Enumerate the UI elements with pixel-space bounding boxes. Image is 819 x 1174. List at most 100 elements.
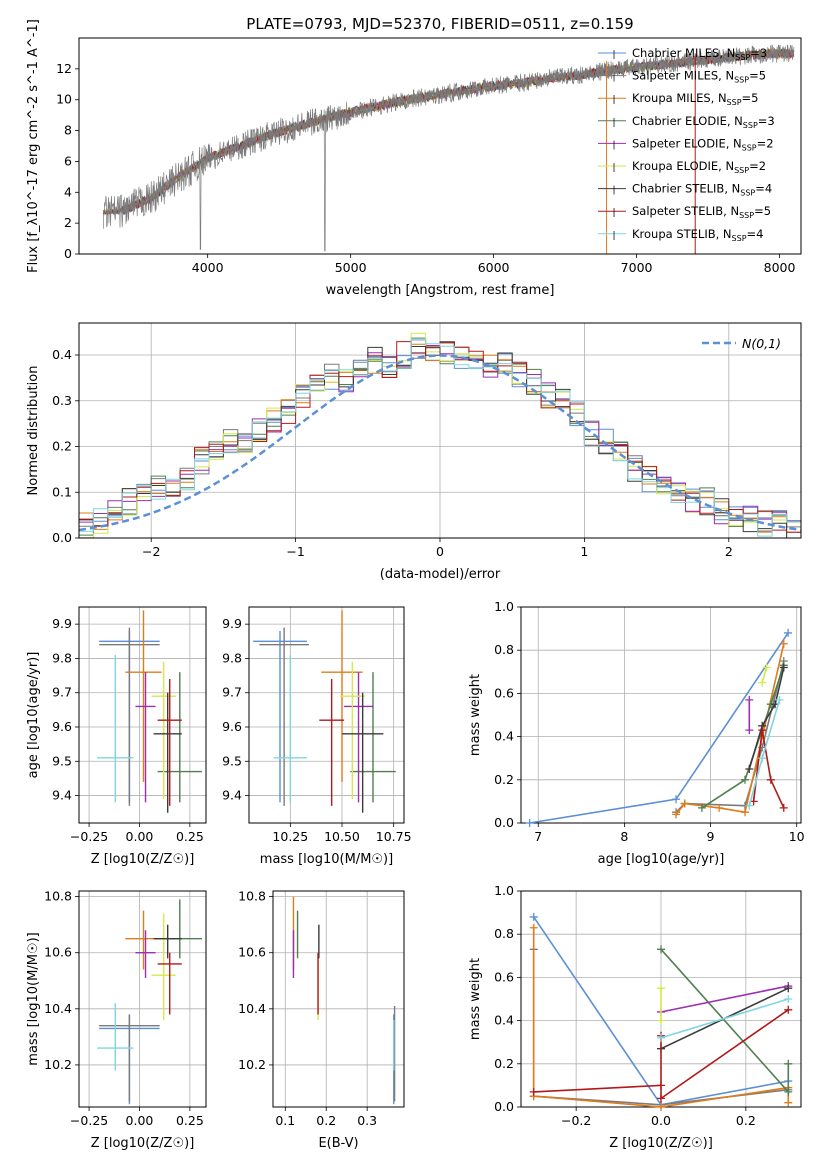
weight_vs_age-series-marker bbox=[745, 726, 754, 735]
weight_vs_age-ytick-label: 0.2 bbox=[494, 772, 514, 787]
age_vs_Z-xtick-label: −0.25 bbox=[70, 829, 108, 844]
weight_vs_age-xlabel: age [log10(age/yr)] bbox=[598, 852, 725, 867]
histogram-plot-area bbox=[79, 332, 801, 538]
weight_vs_Z-series-marker bbox=[657, 1081, 665, 1090]
legend-marker-3: | bbox=[612, 118, 615, 128]
weight_vs_Z-series-marker bbox=[784, 984, 793, 993]
age_vs_Z-ytick-label: 9.9 bbox=[52, 616, 72, 631]
mass_vs_EBV-frame bbox=[272, 890, 405, 1108]
age_vs_Z-ytick-label: 9.8 bbox=[52, 650, 72, 665]
mass_vs_EBV-ytick-label: 10.6 bbox=[238, 945, 266, 960]
legend-label-0: Chabrier MILES, NSSP=3 bbox=[632, 46, 767, 62]
weight_vs_age-series-marker bbox=[758, 754, 767, 763]
weight_vs_Z-xlabel: Z [log10(Z/Z☉)] bbox=[609, 1136, 713, 1151]
age_vs_mass-ytick-label: 9.8 bbox=[222, 650, 242, 665]
spectrum-xtick-label: 4000 bbox=[192, 260, 224, 275]
age_vs_mass-axes: 10.25 10.50 10.75 9.4 9.5 9.6 9.7 9.8 9.9 mass [l… bbox=[222, 606, 412, 867]
histogram-xtick-label: −1 bbox=[286, 544, 304, 559]
weight_vs_age-ytick-label: 0.6 bbox=[494, 685, 514, 700]
spectrum-xtick-label: 5000 bbox=[335, 260, 367, 275]
weight_vs_age-ytick-label: 0.8 bbox=[494, 642, 514, 657]
weight_vs_age-series-marker bbox=[779, 663, 788, 672]
histogram-ytick-label: 0.2 bbox=[52, 439, 72, 454]
age_vs_mass-ytick-label: 9.4 bbox=[222, 788, 242, 803]
weight_vs_age-ylabel: mass weight bbox=[468, 674, 483, 756]
mass_vs_Z-axes: −0.25 0.00 0.25 10.2 10.4 10.6 10.8 Z [log10(Z/… bbox=[26, 889, 207, 1151]
weight_vs_Z-series-marker bbox=[657, 945, 665, 954]
age_vs_mass-ytick-label: 9.7 bbox=[222, 685, 242, 700]
weight_vs_Z-xtick-label: 0.2 bbox=[736, 1113, 756, 1128]
weight_vs_Z-ytick-label: 0.8 bbox=[494, 926, 514, 941]
age_vs_mass-xtick-label: 10.25 bbox=[272, 829, 308, 844]
legend-marker-7: | bbox=[612, 208, 615, 218]
spectrum-axes: 4000 5000 6000 7000 8000 0 2 4 6 8 10 12 wavelength … bbox=[26, 19, 802, 298]
mass_vs_Z-xlabel: Z [log10(Z/Z☉)] bbox=[91, 1136, 195, 1151]
weight_vs_Z-ylabel: mass weight bbox=[468, 958, 483, 1040]
mass_vs_Z-frame bbox=[78, 890, 207, 1108]
weight_vs_Z-series-marker bbox=[657, 1033, 665, 1042]
spectrum-ylabel: Flux [f_λ10^-17 erg cm^-2 s^-1 A^-1] bbox=[26, 19, 41, 273]
weight_vs_Z-series-marker bbox=[529, 923, 538, 932]
histogram-ylabel: Normed distribution bbox=[26, 366, 41, 496]
legend-marker-2: | bbox=[612, 95, 615, 105]
legend-label-3: Chabrier ELODIE, NSSP=3 bbox=[632, 114, 775, 130]
mass_vs_EBV-ytick-label: 10.4 bbox=[238, 1001, 266, 1016]
weight_vs_Z-series-marker bbox=[784, 1005, 793, 1014]
spectrum-xlabel: wavelength [Angstrom, rest frame] bbox=[326, 283, 555, 298]
weight_vs_Z-series-line bbox=[660, 998, 789, 1039]
weight_vs_age-series-marker bbox=[525, 819, 534, 827]
histogram-ytick-label: 0.3 bbox=[52, 393, 72, 408]
weight_vs_age-series bbox=[525, 628, 793, 827]
histogram-frame bbox=[78, 322, 802, 539]
age_vs_Z-xlabel: Z [log10(Z/Z☉)] bbox=[91, 852, 195, 867]
weight_vs_Z-xtick-label: −0.2 bbox=[561, 1113, 591, 1128]
weight_vs_age-series-marker bbox=[766, 775, 775, 784]
weight_vs_age-series-marker bbox=[715, 803, 724, 812]
histogram-normal-curve bbox=[79, 354, 801, 532]
legend-label-6: Chabrier STELIB, NSSP=4 bbox=[632, 182, 772, 198]
weight_vs_Z-series bbox=[529, 912, 793, 1111]
weight_vs_Z-series-marker bbox=[657, 984, 665, 993]
weight_vs_Z-series-line bbox=[660, 985, 789, 1013]
mass_vs_Z-ytick-label: 10.4 bbox=[44, 1001, 72, 1016]
histogram-axes: −2 −1 0 1 2 0.0 0.1 0.2 0.3 0.4 (data-model)/error… bbox=[26, 322, 802, 582]
weight_vs_age-series-line bbox=[752, 729, 785, 809]
age_vs_Z-xtick-label: 0.25 bbox=[176, 829, 204, 844]
weight_vs_age-series-marker bbox=[672, 795, 681, 804]
weight_vs_age-series-marker bbox=[775, 695, 784, 704]
legend-label-5: Kroupa ELODIE, NSSP=2 bbox=[632, 159, 766, 175]
histogram-xlabel: (data-model)/error bbox=[380, 567, 501, 582]
weight_vs_Z-series-marker bbox=[784, 1087, 793, 1096]
weight_vs_Z-series-marker bbox=[784, 1098, 793, 1107]
spectrum-ytick-label: 4 bbox=[64, 184, 72, 199]
age_vs_mass-ytick-label: 9.5 bbox=[222, 753, 242, 768]
weight_vs_Z-xtick-label: 0.0 bbox=[651, 1113, 671, 1128]
weight_vs_age-frame bbox=[520, 606, 802, 824]
mass_vs_EBV-ytick-label: 10.8 bbox=[238, 889, 266, 904]
weight_vs_Z-axes: −0.2 0.0 0.2 0.0 0.2 0.4 0.6 0.8 1.0 Z [log10(Z/Z… bbox=[468, 883, 802, 1151]
weight_vs_age-series-marker bbox=[779, 803, 788, 812]
weight_vs_age-series-marker bbox=[758, 678, 767, 687]
weight_vs_Z-ytick-label: 0.6 bbox=[494, 969, 514, 984]
spectrum-xtick-label: 8000 bbox=[764, 260, 796, 275]
legend-marker-6: | bbox=[612, 186, 615, 196]
spectrum-plot-area bbox=[102, 44, 795, 254]
mass_vs_Z-points bbox=[97, 899, 202, 1105]
mass_vs_EBV-xtick-label: 0.3 bbox=[357, 1113, 377, 1128]
age_vs_Z-ytick-label: 9.5 bbox=[52, 753, 72, 768]
histogram-xtick-label: 0 bbox=[436, 544, 444, 559]
weight_vs_age-series-marker bbox=[779, 639, 788, 648]
legend-marker-1: | bbox=[612, 73, 615, 83]
weight_vs_age-xtick-label: 9 bbox=[707, 829, 715, 844]
age_vs_Z-ytick-label: 9.7 bbox=[52, 685, 72, 700]
weight_vs_Z-ytick-label: 0.2 bbox=[494, 1056, 514, 1071]
weight_vs_age-series-marker bbox=[784, 628, 793, 637]
legend-marker-8: | bbox=[612, 231, 615, 241]
histogram-xtick-label: 2 bbox=[725, 544, 733, 559]
weight_vs_age-series-marker bbox=[697, 803, 706, 812]
spectrum-data-line bbox=[102, 44, 795, 252]
mass_vs_Z-ytick-label: 10.2 bbox=[44, 1057, 72, 1072]
weight_vs_age-ytick-label: 0.4 bbox=[494, 729, 514, 744]
weight_vs_Z-ytick-label: 1.0 bbox=[494, 883, 514, 898]
age_vs_Z-axes: −0.25 0.00 0.25 9.4 9.5 9.6 9.7 9.8 9.9 Z [log10(… bbox=[26, 606, 207, 867]
